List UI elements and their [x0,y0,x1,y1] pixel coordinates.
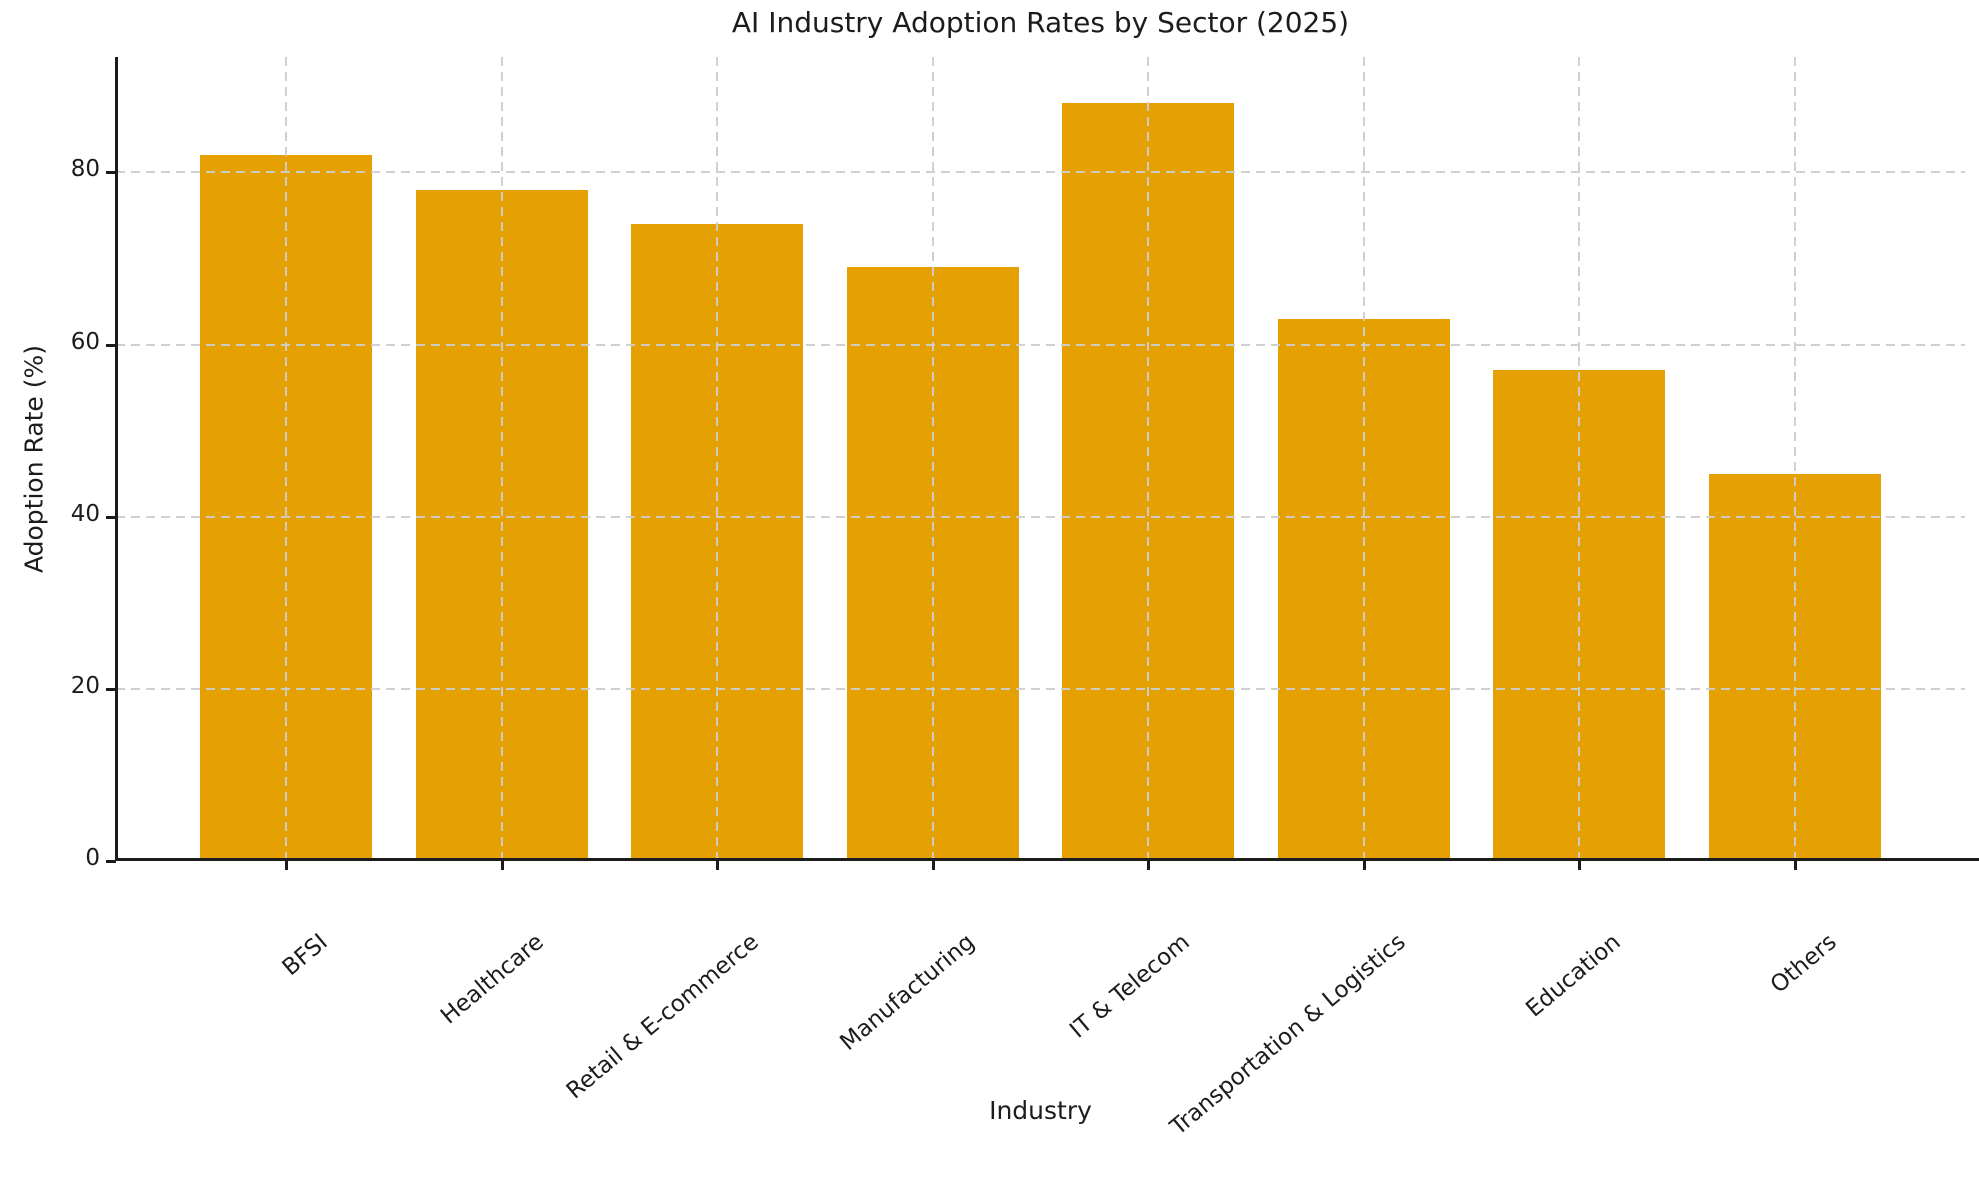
y-tick-mark-40 [106,515,116,519]
x-tick-mark-transportation-logistics [1362,861,1366,870]
y-tick-mark-20 [106,687,116,691]
x-tick-mark-bfsi [285,861,289,870]
y-tick-mark-80 [106,171,116,175]
x-tick-label-education: Education [1521,929,1626,1023]
gridline-v-manufacturing [931,57,934,861]
gridline-h-20 [116,687,1965,690]
x-tick-label-it-telecom: IT & Telecom [1065,929,1195,1044]
x-tick-mark-education [1578,861,1582,870]
gridline-v-others [1793,57,1796,861]
x-tick-label-retail-e-commerce: Retail & E-commerce [561,929,764,1105]
x-tick-label-healthcare: Healthcare [435,929,549,1030]
gridline-v-education [1578,57,1581,861]
chart-title: AI Industry Adoption Rates by Sector (20… [731,6,1350,39]
y-tick-mark-0 [106,860,116,863]
gridline-v-transportation-logistics [1362,57,1365,861]
x-tick-label-others: Others [1765,929,1842,999]
x-tick-mark-retail-e-commerce [716,861,720,870]
gridline-v-retail-e-commerce [716,57,719,861]
y-tick-label-20: 20 [70,672,100,699]
gridline-h-80 [116,171,1965,174]
x-tick-mark-manufacturing [931,861,935,870]
y-tick-label-80: 80 [70,156,100,183]
y-axis-label: Adoption Rate (%) [19,344,49,574]
gridline-h-40 [116,515,1965,518]
gridline-v-it-telecom [1147,57,1150,861]
y-tick-mark-60 [106,343,116,347]
y-axis-spine [115,57,118,861]
x-tick-label-bfsi: BFSI [277,929,333,982]
x-tick-mark-others [1793,861,1797,870]
gridline-v-bfsi [285,57,288,861]
gridline-h-60 [116,343,1965,346]
gridline-v-healthcare [500,57,503,861]
y-tick-label-0: 0 [85,845,100,871]
x-axis-spine [115,858,1979,861]
x-tick-mark-healthcare [500,861,504,870]
x-tick-mark-it-telecom [1147,861,1151,870]
x-tick-label-manufacturing: Manufacturing [835,929,980,1056]
plot-area: 0 20 40 60 80 BFSI Healthcare Retail & E-commer… [71,57,1979,1141]
y-tick-label-40: 40 [70,500,100,527]
y-tick-label-60: 60 [70,328,100,355]
x-axis-label: Industry [989,1096,1092,1125]
